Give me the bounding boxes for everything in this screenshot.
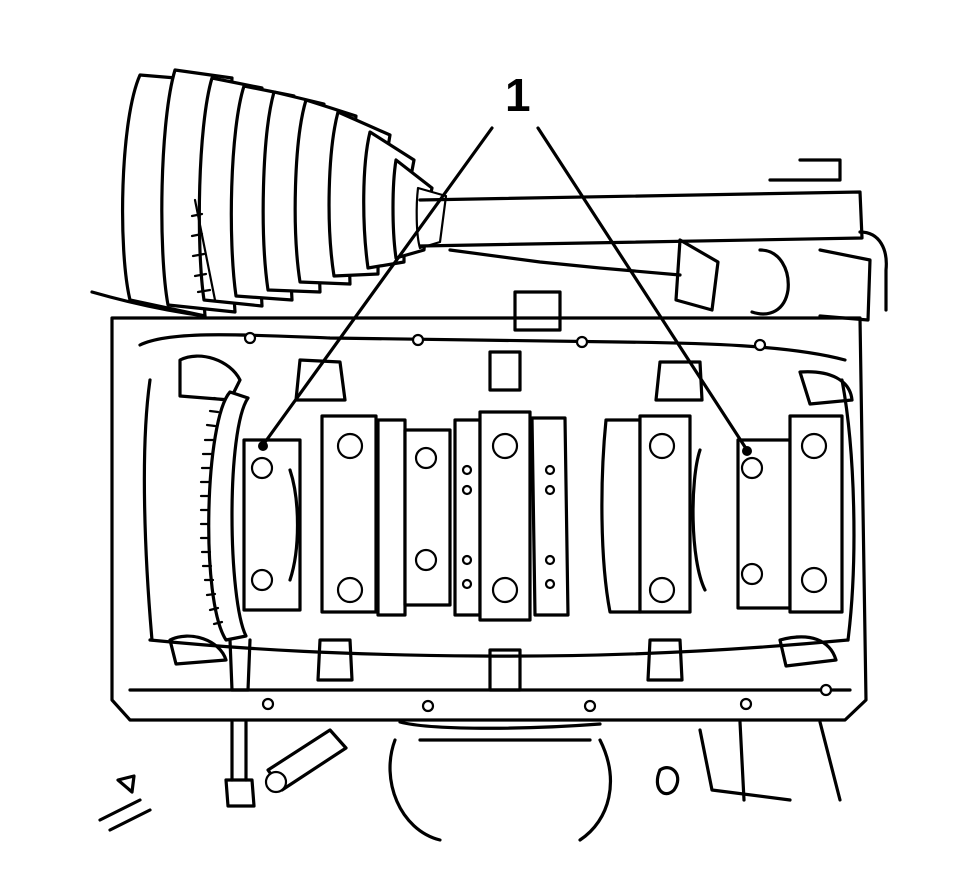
callout-leaders — [258, 126, 752, 456]
lower-components — [98, 720, 842, 842]
dowel-point-right — [742, 446, 752, 456]
ring-gear — [199, 390, 252, 692]
crankcase — [110, 316, 868, 722]
driveshaft-boot — [121, 68, 448, 318]
dowel-point-left — [258, 441, 268, 451]
callout-number: 1 — [505, 69, 531, 121]
bearing-caps — [242, 410, 844, 622]
